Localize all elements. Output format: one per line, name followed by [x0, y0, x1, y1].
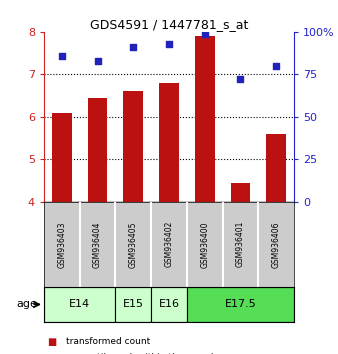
Text: E16: E16 [159, 299, 179, 309]
Point [238, 76, 243, 82]
Text: GSM936405: GSM936405 [129, 221, 138, 268]
Text: ■: ■ [47, 353, 56, 354]
Bar [266, 134, 286, 202]
Text: E15: E15 [123, 299, 144, 309]
Point [59, 53, 65, 58]
Text: GSM936402: GSM936402 [165, 221, 173, 268]
Bar [187, 287, 294, 322]
Point [202, 31, 208, 36]
Text: age: age [16, 299, 37, 309]
Text: percentile rank within the sample: percentile rank within the sample [66, 353, 219, 354]
Point [130, 44, 136, 50]
Point [166, 41, 172, 47]
Title: GDS4591 / 1447781_s_at: GDS4591 / 1447781_s_at [90, 18, 248, 31]
Text: GSM936406: GSM936406 [272, 221, 281, 268]
Bar [123, 91, 143, 202]
Text: E14: E14 [69, 299, 90, 309]
Text: ■: ■ [47, 337, 56, 347]
Bar [52, 113, 72, 202]
Bar [231, 183, 250, 202]
Point [273, 63, 279, 69]
Bar [88, 98, 107, 202]
Text: GSM936400: GSM936400 [200, 221, 209, 268]
Bar [151, 287, 187, 322]
Bar [115, 287, 151, 322]
Text: GSM936401: GSM936401 [236, 221, 245, 268]
Text: transformed count: transformed count [66, 337, 150, 346]
Bar [159, 83, 179, 202]
Text: E17.5: E17.5 [224, 299, 256, 309]
Bar [195, 36, 215, 202]
Bar [44, 287, 115, 322]
Text: GSM936403: GSM936403 [57, 221, 66, 268]
Point [95, 58, 100, 64]
Text: GSM936404: GSM936404 [93, 221, 102, 268]
